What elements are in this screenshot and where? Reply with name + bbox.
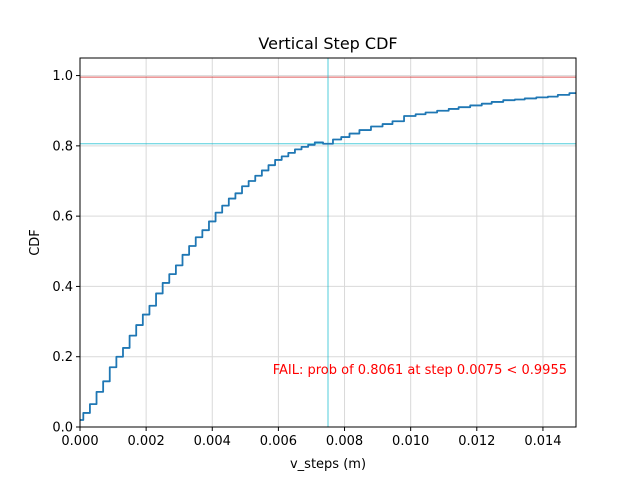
x-tick-label: 0.014 [524, 434, 561, 449]
y-axis-label: CDF [28, 229, 43, 256]
x-tick-label: 0.002 [128, 434, 165, 449]
y-tick-label: 0.4 [52, 280, 73, 295]
x-tick-label: 0.006 [260, 434, 297, 449]
data-series [80, 92, 576, 421]
cdf-line [80, 92, 576, 421]
chart-title: Vertical Step CDF [258, 34, 397, 53]
x-axis-ticks: 0.000 0.002 0.004 0.006 0.008 0.010 0.012 0.014 [61, 427, 562, 449]
y-tick-label: 0.2 [52, 350, 73, 365]
x-axis-label: v_steps (m) [290, 457, 366, 472]
plot-frame [79, 57, 577, 428]
x-tick-label: 0.010 [392, 434, 429, 449]
y-tick-label: 1.0 [52, 69, 73, 84]
x-tick-label: 0.012 [458, 434, 495, 449]
x-tick-label: 0.008 [326, 434, 363, 449]
fail-annotation: FAIL: prob of 0.8061 at step 0.0075 < 0.… [273, 363, 567, 378]
x-tick-label: 0.004 [194, 434, 231, 449]
x-tick-label: 0.000 [61, 434, 98, 449]
y-axis-ticks: 0.0 0.2 0.4 0.6 0.8 1.0 [52, 69, 80, 436]
y-tick-label: 0.8 [52, 139, 73, 154]
y-tick-label: 0.6 [52, 210, 73, 225]
y-tick-label: 0.0 [52, 421, 73, 436]
